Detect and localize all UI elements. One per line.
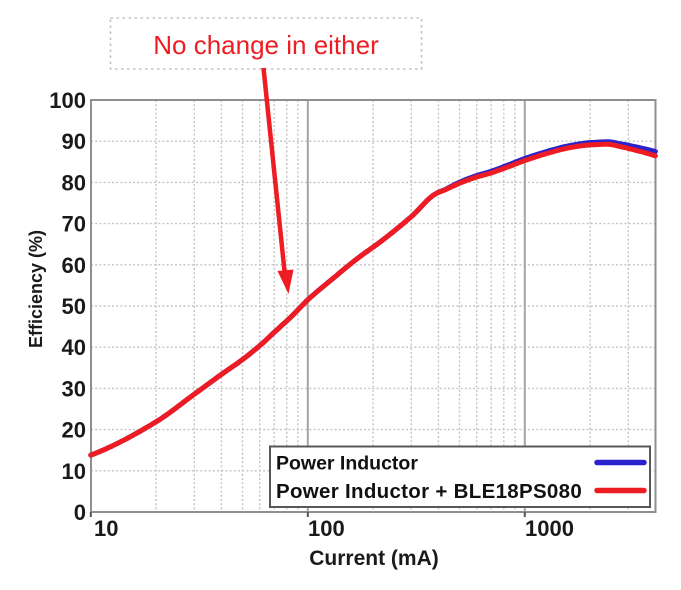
svg-text:50: 50 bbox=[62, 294, 86, 319]
svg-text:70: 70 bbox=[62, 212, 86, 237]
svg-text:0: 0 bbox=[74, 500, 86, 525]
svg-text:10: 10 bbox=[94, 516, 118, 541]
svg-text:100: 100 bbox=[308, 516, 345, 541]
svg-text:60: 60 bbox=[62, 253, 86, 278]
svg-text:Power Inductor: Power Inductor bbox=[276, 453, 418, 475]
svg-text:Power Inductor + BLE18PS080: Power Inductor + BLE18PS080 bbox=[276, 480, 582, 503]
svg-text:100: 100 bbox=[49, 88, 86, 113]
svg-text:30: 30 bbox=[62, 376, 86, 401]
svg-text:Current (mA): Current (mA) bbox=[309, 547, 439, 570]
svg-text:Efficiency (%): Efficiency (%) bbox=[26, 230, 46, 348]
svg-text:40: 40 bbox=[62, 335, 86, 360]
svg-text:No change in either: No change in either bbox=[153, 30, 379, 60]
svg-text:10: 10 bbox=[62, 459, 86, 484]
svg-text:20: 20 bbox=[62, 418, 86, 443]
svg-text:90: 90 bbox=[62, 129, 86, 154]
svg-text:80: 80 bbox=[62, 170, 86, 195]
svg-text:1000: 1000 bbox=[525, 516, 574, 541]
